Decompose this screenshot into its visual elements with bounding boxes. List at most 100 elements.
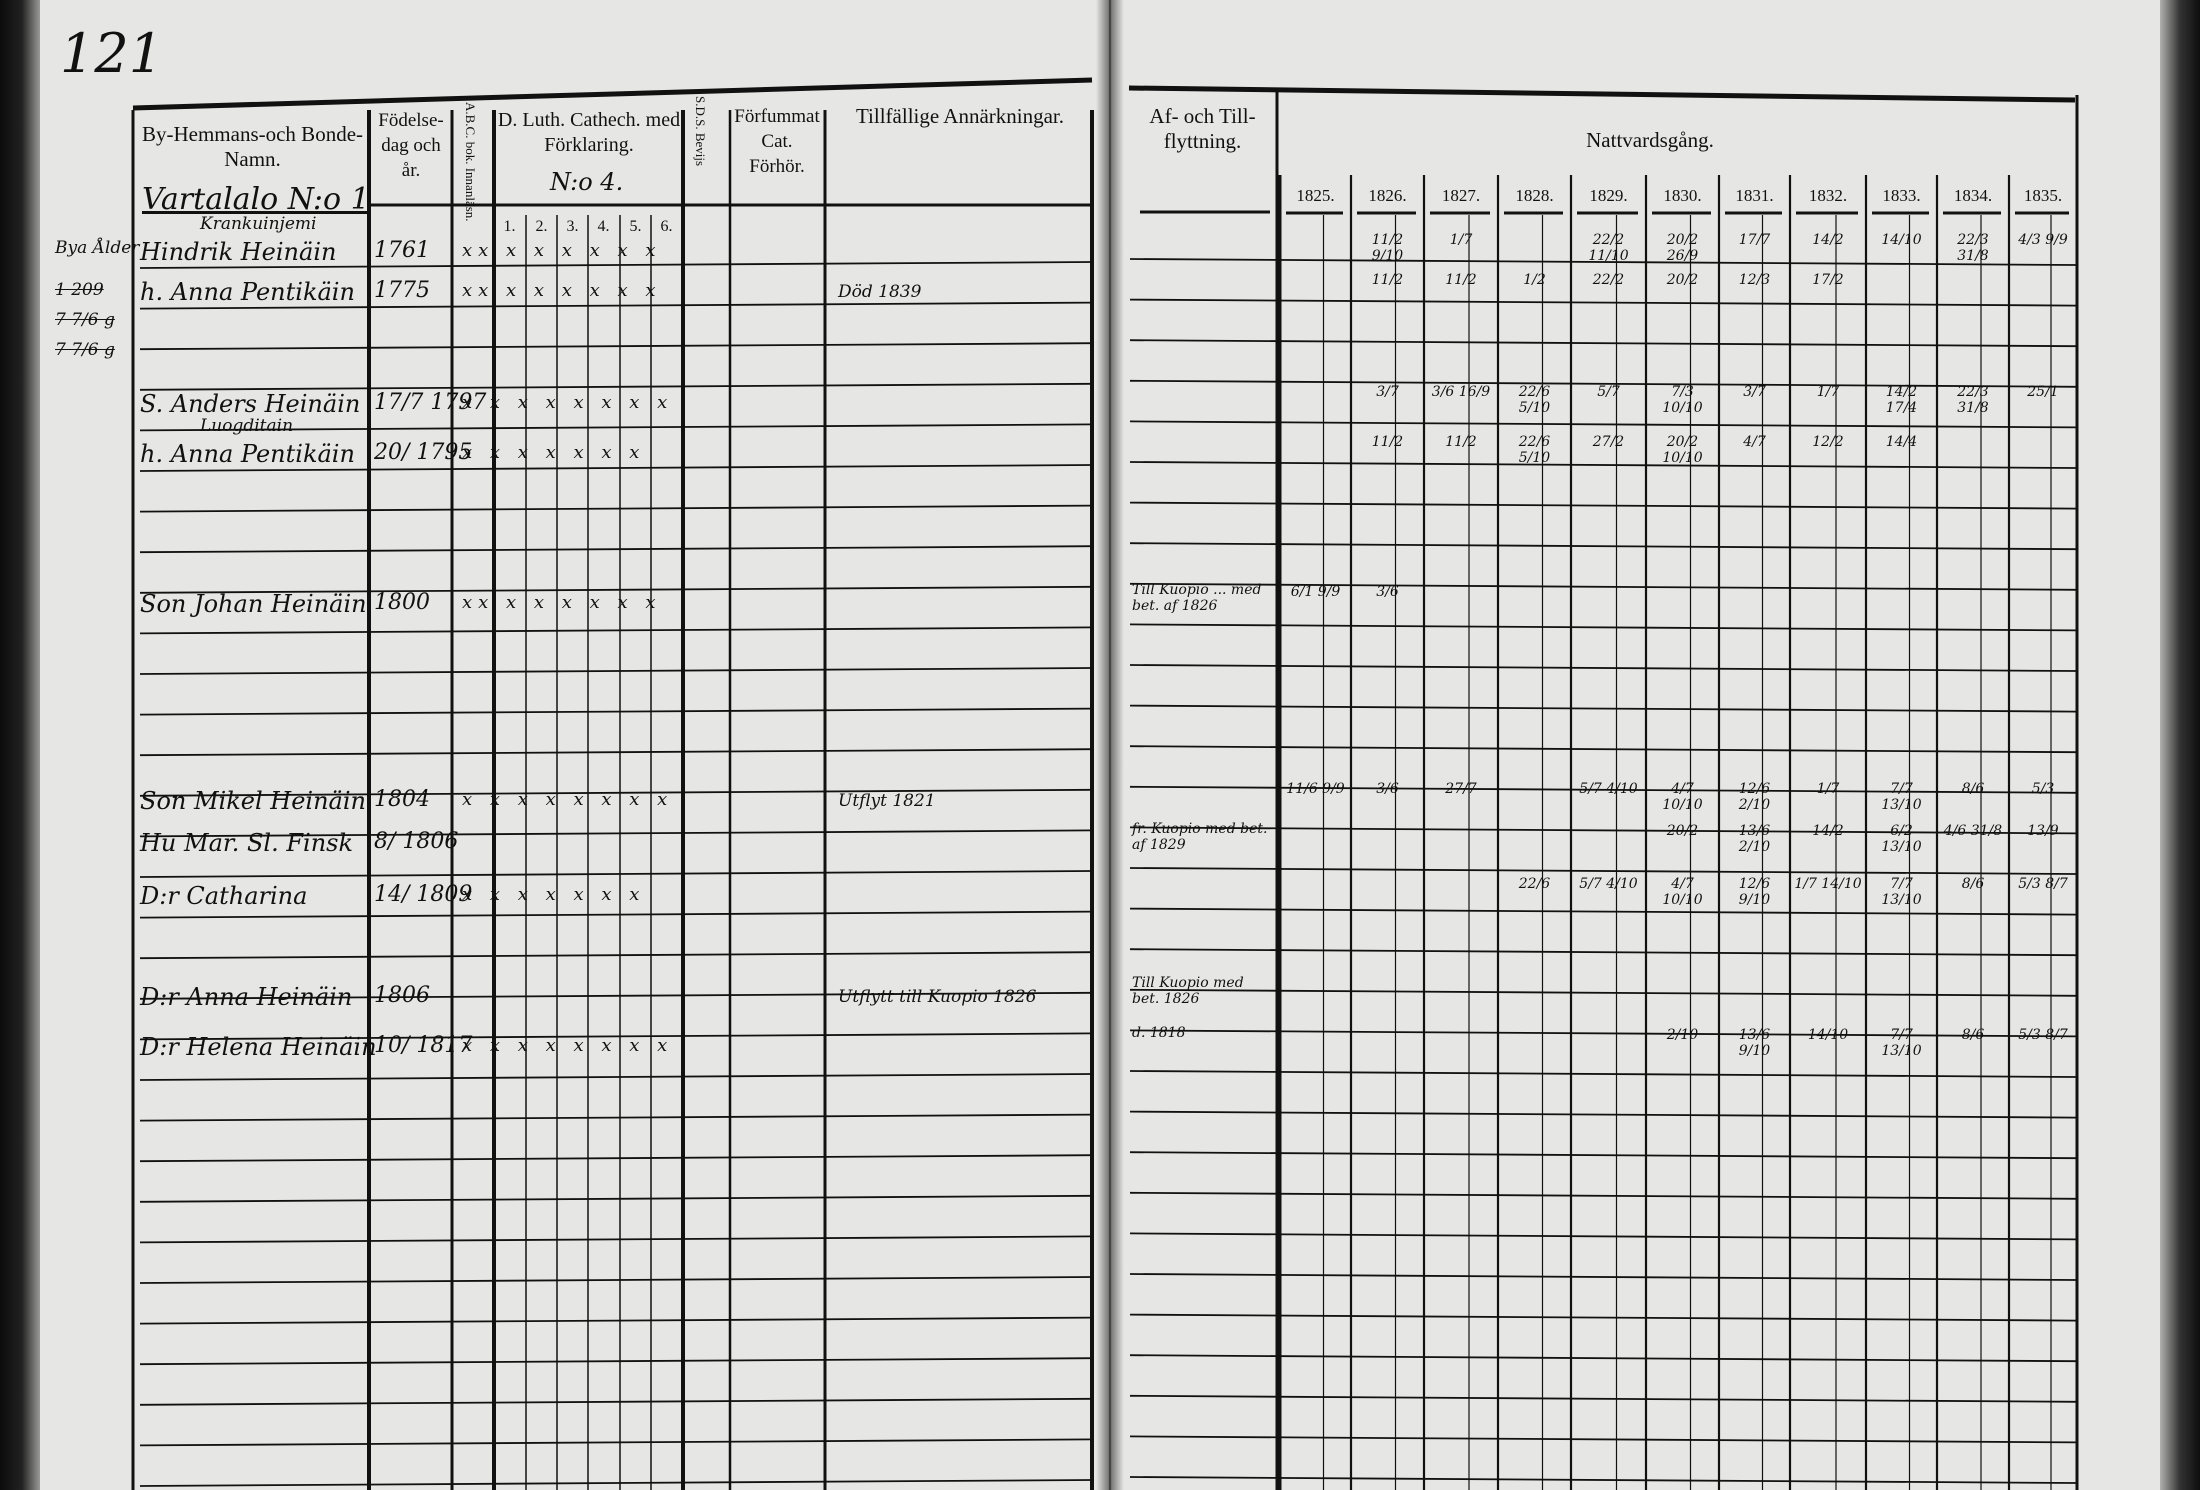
row-rule — [139, 910, 1093, 919]
person-name: D:r Catharina — [140, 882, 308, 910]
year-header: 1826. — [1368, 186, 1407, 205]
communion-date: 13/6 9/10 — [1738, 1027, 1771, 1059]
row-rule — [139, 1154, 1093, 1163]
row-rule — [1129, 1110, 2078, 1119]
communion-date: 27/2 — [1592, 434, 1625, 450]
communion-date: 8/6 — [1961, 1027, 1985, 1043]
birth-date: 17/7 1797 — [374, 390, 487, 415]
row-rule — [1129, 542, 2078, 551]
catechism-column-number: 2. — [535, 218, 548, 235]
communion-date: 20/2 10/10 — [1662, 434, 1703, 466]
book-gutter — [1096, 0, 1124, 1490]
year-header: 1825. — [1296, 186, 1335, 205]
name-annotation: Luogditain — [200, 416, 294, 436]
communion-date: 3/6 — [1376, 584, 1399, 600]
row-rule — [1129, 623, 2078, 632]
communion-date: 4/6 31/8 — [1943, 823, 2003, 839]
row-rule — [139, 423, 1093, 432]
row-rule — [139, 1316, 1093, 1325]
year-header: 1829. — [1589, 186, 1628, 205]
catechism-marks: xx x x x x x x — [462, 592, 662, 613]
row-rule — [139, 1194, 1093, 1203]
birth-date: 1806 — [374, 983, 430, 1008]
row-rule — [139, 788, 1093, 797]
top-rule — [1128, 85, 2076, 103]
birth-date: 1804 — [374, 787, 430, 812]
communion-date: 12/3 — [1738, 272, 1771, 288]
row-rule — [1129, 948, 2078, 957]
year-header: 1830. — [1663, 186, 1702, 205]
row-rule — [139, 1073, 1093, 1081]
birth-date: 8/ 1806 — [374, 829, 459, 854]
moving-note: fr. Kuopio med bet. af 1829 — [1132, 821, 1268, 853]
communion-date: 3/7 — [1743, 384, 1766, 400]
book-edge-right — [2160, 0, 2200, 1490]
communion-date: 5/3 — [2031, 781, 2055, 797]
communion-date: 5/7 4/10 — [1579, 781, 1638, 797]
communion-date: 20/2 — [1666, 272, 1699, 288]
communion-date: 22/6 5/10 — [1518, 384, 1551, 416]
communion-date: 20/2 — [1666, 823, 1699, 839]
communion-date: 14/2 17/4 — [1885, 384, 1918, 416]
remark: Död 1839 — [838, 282, 922, 302]
person-name: S. Anders Heinäin — [140, 390, 361, 418]
communion-date: 7/3 10/10 — [1662, 384, 1703, 416]
row-rule — [139, 1479, 1093, 1487]
book-edge-left — [0, 0, 40, 1490]
row-rule — [139, 1438, 1093, 1447]
communion-date: 22/3 31/8 — [1957, 384, 1989, 416]
year-header: 1828. — [1515, 186, 1554, 205]
margin-note: 7 7/6 g — [55, 340, 115, 360]
communion-date: 11/2 — [1445, 272, 1477, 288]
row-rule — [139, 545, 1093, 554]
row-rule — [1129, 420, 2078, 429]
communion-date: 17/2 — [1812, 272, 1844, 288]
birth-date: 1761 — [374, 238, 430, 263]
communion-date: 1/2 — [1523, 272, 1546, 288]
catechism-column-number: 4. — [597, 218, 610, 235]
moving-note: d. 1818 — [1132, 1025, 1186, 1041]
row-rule — [139, 342, 1093, 351]
catechism-marks: xx x x x x x x — [462, 240, 662, 261]
year-header: 1831. — [1735, 186, 1774, 205]
birth-date: 20/ 1795 — [374, 440, 473, 465]
margin-note: Bya Ålder — [55, 238, 140, 258]
birth-date: 1800 — [374, 590, 430, 615]
catechism-column-number: 3. — [566, 218, 579, 235]
communion-date: 4/3 9/9 — [2018, 232, 2068, 248]
year-header: 1834. — [1953, 186, 1993, 205]
row-rule — [1129, 1070, 2078, 1078]
row-rule — [1129, 1273, 2078, 1281]
year-header: 1827. — [1441, 186, 1481, 205]
row-rule — [1129, 501, 2078, 510]
moving-note: Till Kuopio ... med bet. af 1826 — [1132, 582, 1262, 614]
year-header: 1832. — [1808, 186, 1848, 205]
communion-date: 7/7 13/10 — [1881, 781, 1922, 813]
row-rule — [139, 1276, 1093, 1284]
row-rule — [1129, 988, 2078, 997]
row-rule — [1129, 664, 2078, 672]
row-rule — [1129, 1394, 2078, 1403]
catechism-marks: x x x x x x x — [462, 442, 646, 463]
catechism-column-number: 6. — [660, 218, 673, 235]
row-rule — [1129, 379, 2078, 388]
person-name: Hu Mar. Sl. Finsk — [140, 829, 354, 857]
row-rule — [1129, 582, 2078, 591]
header-catechism-number: N:o 4. — [550, 168, 624, 196]
row-rule — [1129, 1313, 2078, 1322]
row-rule — [1129, 745, 2078, 754]
row-rule — [1129, 1151, 2078, 1160]
communion-date: 14/4 — [1885, 434, 1918, 450]
communion-date: 22/2 — [1592, 272, 1625, 288]
catechism-marks: x x x x x x x — [462, 884, 646, 905]
communion-date: 4/7 10/10 — [1662, 781, 1703, 813]
catechism-marks: xx x x x x x x — [462, 280, 662, 301]
communion-date: 14/2 — [1812, 232, 1844, 248]
row-rule — [1129, 1232, 2078, 1241]
communion-date: 14/2 — [1812, 823, 1844, 839]
communion-date: 20/2 26/9 — [1666, 232, 1699, 264]
communion-date: 11/2 — [1371, 272, 1404, 288]
remark: Utflytt till Kuopio 1826 — [838, 987, 1037, 1007]
row-rule — [1129, 1029, 2078, 1038]
year-header: 1835. — [2023, 186, 2063, 205]
